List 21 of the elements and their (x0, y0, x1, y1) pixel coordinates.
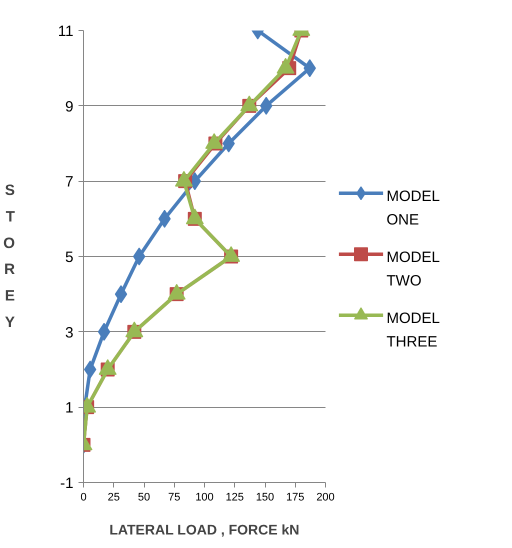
y-tick-label: 5 (65, 249, 74, 266)
x-axis-title: LATERAL LOAD , FORCE kN (109, 522, 300, 538)
y-tick-label: 7 (65, 174, 74, 191)
y-tick-label: 3 (65, 324, 74, 342)
x-tick-label: 25 (108, 492, 120, 504)
x-tick-label: 200 (316, 492, 335, 504)
y-tick-label: -1 (60, 475, 74, 492)
x-tick-label: 75 (168, 492, 180, 504)
x-tick-label: 0 (80, 492, 87, 504)
y-tick-label: 11 (58, 23, 74, 40)
legend-label: MODEL TWO (386, 248, 440, 290)
legend-label: MODEL THREE (386, 310, 440, 351)
x-tick-label: 100 (195, 492, 214, 504)
y-tick-label: 1 (65, 400, 74, 417)
x-tick-label: 50 (138, 492, 150, 504)
y-tick-label: 9 (65, 98, 74, 116)
x-tick-label: 150 (256, 492, 274, 504)
y-axis-title: STOREY (3, 182, 16, 331)
legend-label: MODEL ONE (386, 188, 440, 229)
x-tick-label: 175 (286, 492, 304, 504)
x-tick-label: 125 (226, 492, 244, 504)
